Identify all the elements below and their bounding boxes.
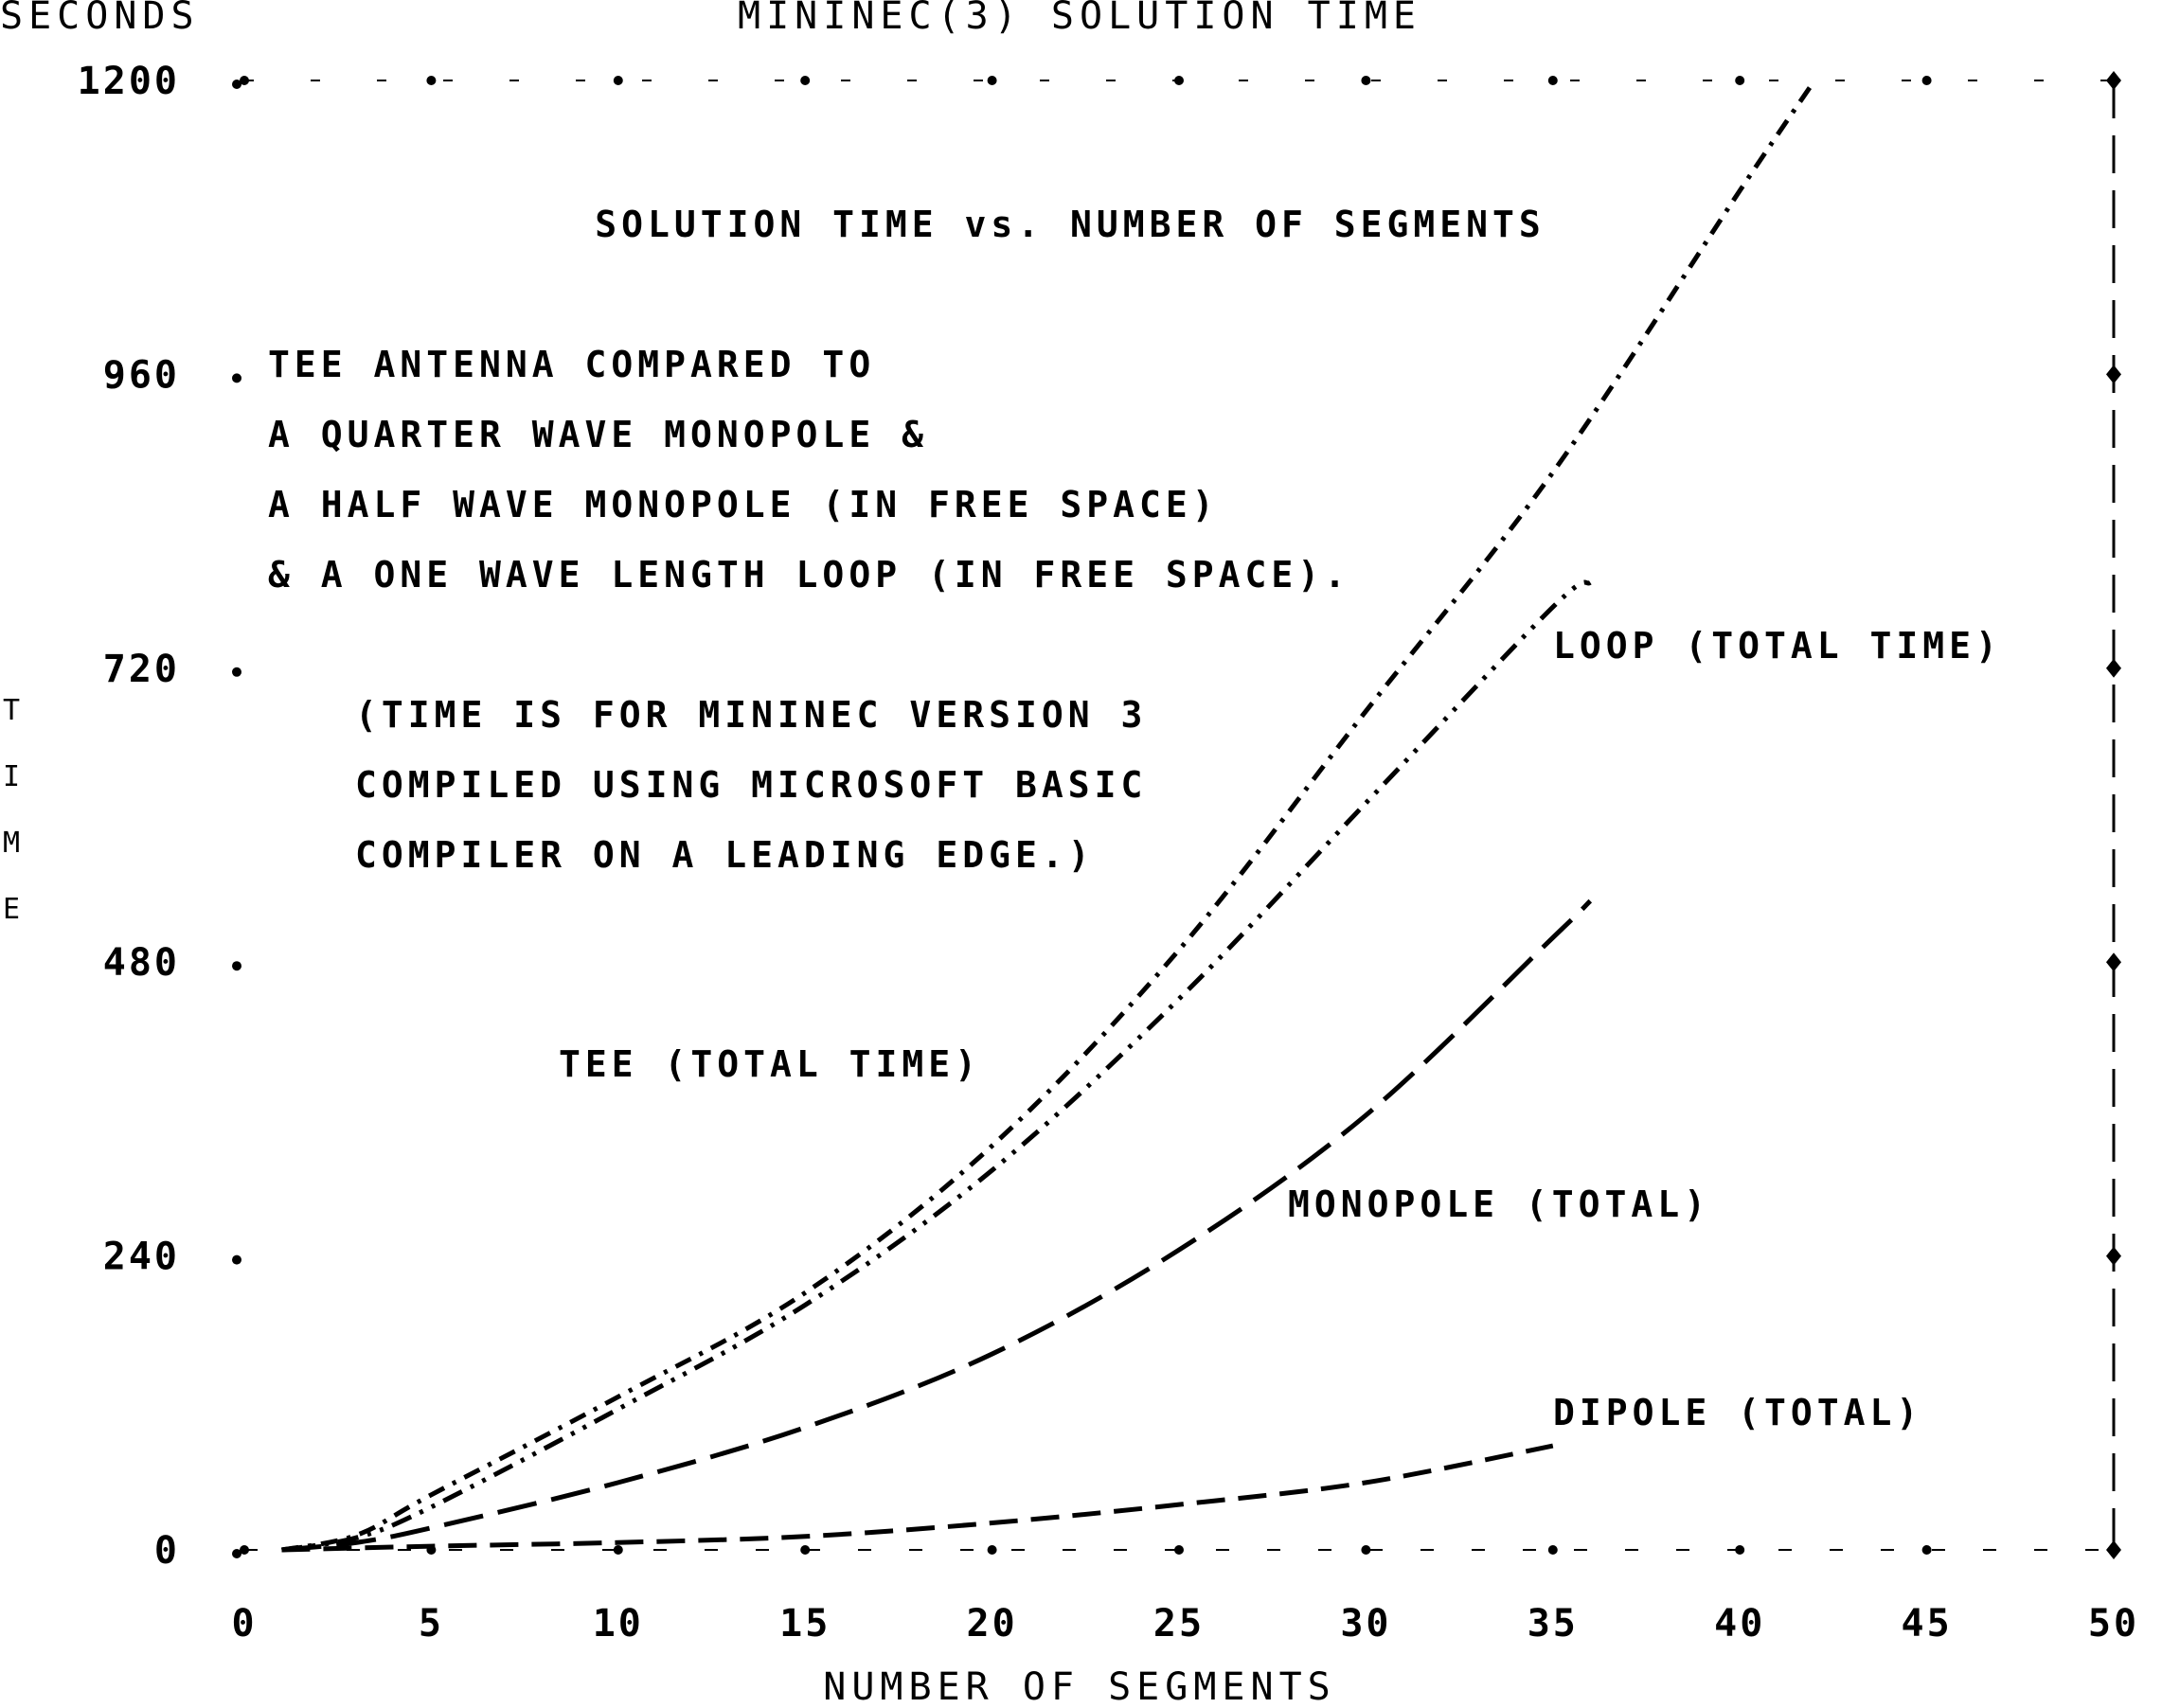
y-tick-label: 1200 bbox=[78, 60, 180, 103]
y-axis-label-char: I bbox=[3, 760, 20, 793]
series-line bbox=[280, 79, 1817, 1553]
chart-title: MININEC(3) SOLUTION TIME bbox=[738, 0, 1421, 38]
x-tick-label: 40 bbox=[1714, 1602, 1765, 1646]
note-line: & A ONE WAVE LENGTH LOOP (IN FREE SPACE)… bbox=[268, 554, 1350, 596]
x-tick-mark bbox=[426, 76, 437, 85]
series-label: DIPOLE (TOTAL) bbox=[1553, 1392, 1922, 1433]
y-axis-label-char: M bbox=[3, 827, 20, 860]
x-tick-mark bbox=[613, 1545, 623, 1555]
x-tick-label: 25 bbox=[1153, 1602, 1205, 1646]
series-line bbox=[281, 579, 1592, 1553]
x-tick-mark bbox=[1174, 76, 1184, 85]
series-labels: TEE (TOTAL TIME) LOOP (TOTAL TIME) MONOPOL… bbox=[559, 625, 2002, 1433]
note-line: A QUARTER WAVE MONOPOLE & bbox=[268, 414, 928, 455]
axis-ticks: 0 5 10 15 20 25 30 35 40 45 50 0 240 480 720 960 1200 bbox=[78, 60, 2139, 1646]
series-lines bbox=[280, 79, 1817, 1553]
y-tick-label: 960 bbox=[103, 353, 180, 397]
y-tick-mark bbox=[2106, 71, 2121, 90]
y-tick-mark bbox=[2106, 1246, 2121, 1266]
y-tick-label: 0 bbox=[154, 1529, 180, 1573]
x-tick-label: 30 bbox=[1340, 1602, 1391, 1646]
x-tick-mark bbox=[800, 76, 811, 85]
x-tick-mark bbox=[613, 76, 623, 85]
x-tick-label: 20 bbox=[967, 1602, 1018, 1646]
series-line bbox=[281, 898, 1593, 1553]
x-tick-mark bbox=[240, 1545, 249, 1555]
y-tick-mark bbox=[232, 373, 241, 383]
y-tick-label: 480 bbox=[103, 941, 180, 985]
x-tick-mark bbox=[800, 1545, 811, 1555]
y-axis-label-char: E bbox=[3, 893, 20, 926]
x-tick-label: 35 bbox=[1528, 1602, 1579, 1646]
series-label: MONOPOLE (TOTAL) bbox=[1288, 1183, 1710, 1225]
series-line bbox=[281, 1443, 1554, 1553]
y-tick-mark bbox=[232, 961, 241, 971]
y-unit-label: SECONDS bbox=[0, 0, 200, 38]
x-tick-mark bbox=[1547, 1545, 1558, 1555]
note-line: A HALF WAVE MONOPOLE (IN FREE SPACE) bbox=[268, 484, 1219, 525]
y-axis-label-char: T bbox=[3, 694, 20, 727]
y-tick-mark bbox=[232, 1549, 241, 1558]
y-axis-label: TI ME bbox=[3, 694, 20, 926]
y-tick-mark bbox=[2106, 658, 2121, 678]
y-tick-mark bbox=[232, 667, 241, 677]
x-tick-mark bbox=[1361, 1545, 1371, 1555]
x-tick-label: 15 bbox=[779, 1602, 831, 1646]
y-tick-label: 240 bbox=[103, 1236, 180, 1279]
x-tick-mark bbox=[987, 76, 997, 85]
chart-subtitle: SOLUTION TIME vs. NUMBER OF SEGMENTS bbox=[595, 204, 1546, 245]
y-tick-label: 720 bbox=[103, 648, 180, 691]
x-tick-mark bbox=[1921, 76, 1932, 85]
y-tick-mark bbox=[2106, 952, 2121, 972]
x-tick-mark bbox=[240, 76, 249, 85]
series-label: LOOP (TOTAL TIME) bbox=[1553, 625, 2002, 667]
note-line: COMPILED USING MICROSOFT BASIC bbox=[355, 764, 1147, 806]
x-tick-mark bbox=[1921, 1545, 1932, 1555]
x-tick-label: 10 bbox=[593, 1602, 644, 1646]
x-tick-mark bbox=[1735, 76, 1745, 85]
series-label: TEE (TOTAL TIME) bbox=[559, 1043, 981, 1085]
x-tick-label: 45 bbox=[1902, 1602, 1953, 1646]
y-tick-mark bbox=[232, 80, 241, 89]
x-tick-mark bbox=[1174, 1545, 1184, 1555]
x-tick-mark bbox=[1735, 1545, 1745, 1555]
x-axis-label: NUMBER OF SEGMENTS bbox=[823, 1665, 1335, 1708]
x-tick-mark bbox=[1547, 76, 1558, 85]
x-tick-mark bbox=[987, 1545, 997, 1555]
x-tick-label: 5 bbox=[419, 1602, 444, 1646]
x-tick-label: 0 bbox=[231, 1602, 257, 1646]
y-tick-mark bbox=[2106, 365, 2121, 384]
note-line: (TIME IS FOR MININEC VERSION 3 bbox=[355, 694, 1147, 736]
note-line: COMPILER ON A LEADING EDGE.) bbox=[355, 834, 1095, 876]
y-tick-mark bbox=[232, 1254, 241, 1265]
note-line: TEE ANTENNA COMPARED TO bbox=[268, 344, 875, 385]
plot-frame bbox=[244, 80, 2116, 1551]
x-tick-label: 50 bbox=[2088, 1602, 2139, 1646]
y-tick-mark bbox=[2106, 1540, 2121, 1559]
x-tick-mark bbox=[1361, 76, 1371, 85]
